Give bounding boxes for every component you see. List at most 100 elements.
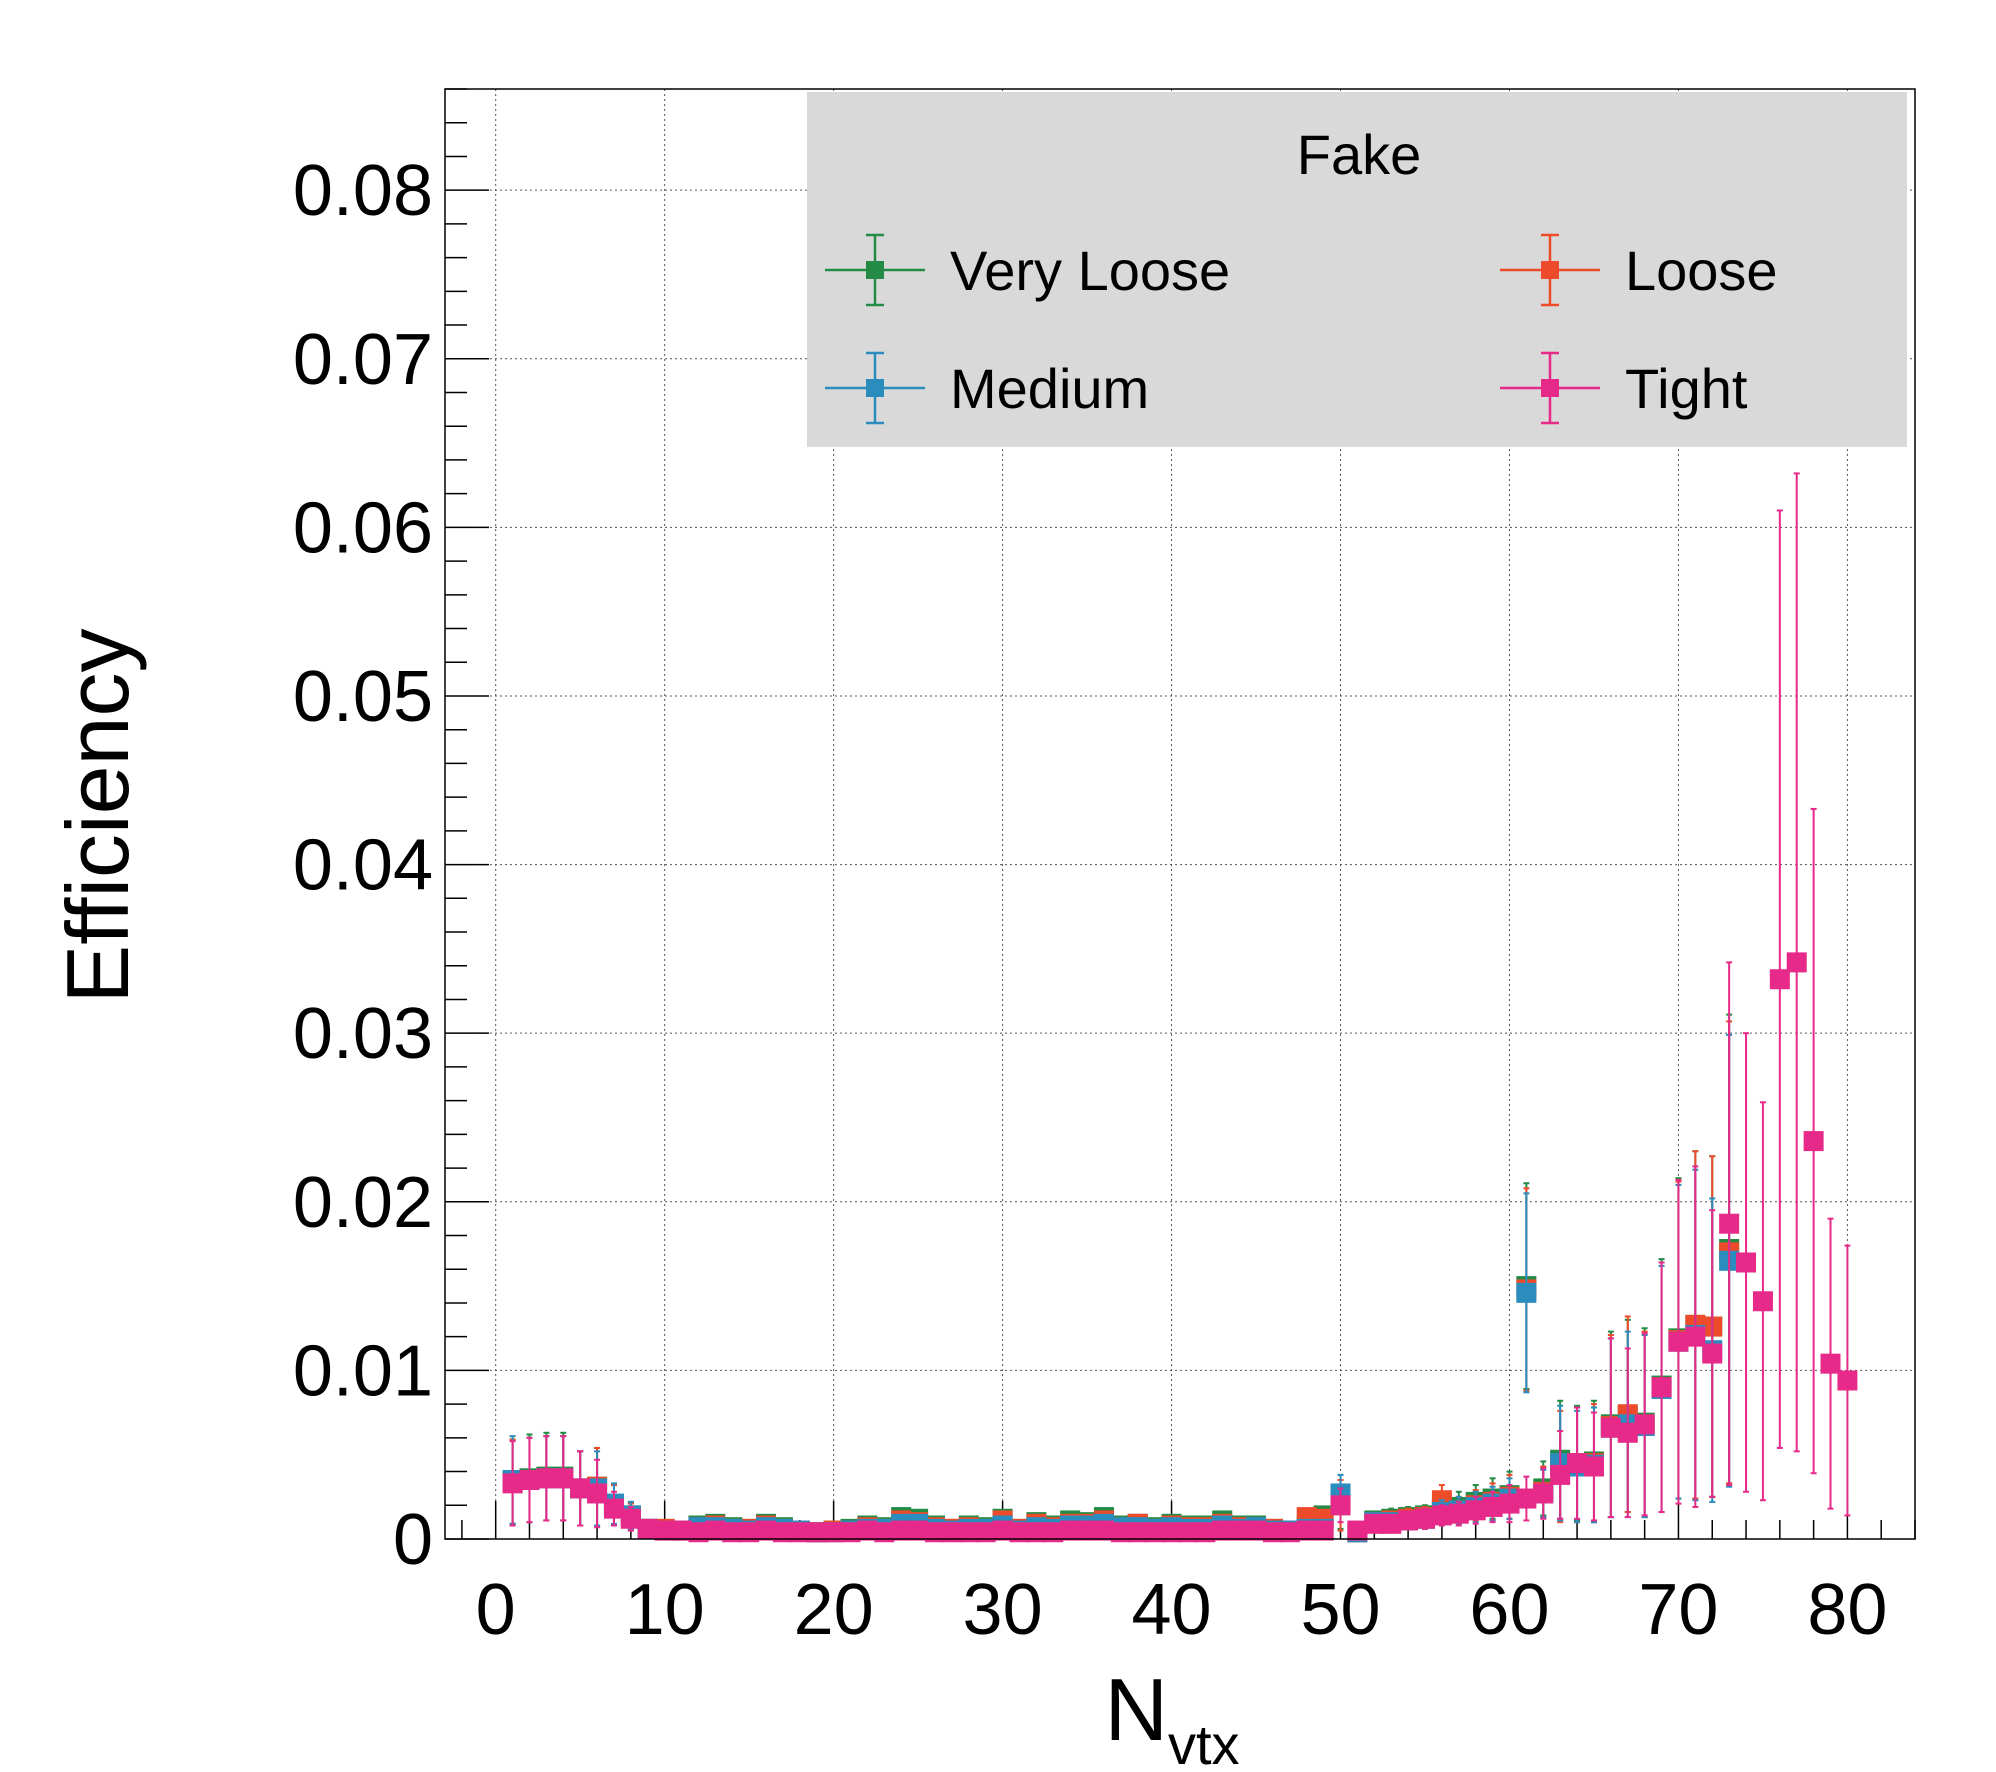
data-point: [1381, 1513, 1402, 1534]
data-point: [637, 1518, 658, 1539]
legend-marker-square: [866, 261, 884, 279]
data-point: [570, 1478, 591, 1499]
legend-label: Loose: [1625, 239, 1778, 302]
data-point: [1229, 1520, 1250, 1541]
legend-box: [807, 92, 1907, 447]
data-point: [1617, 1422, 1638, 1443]
data-point: [1516, 1488, 1537, 1509]
data-point: [891, 1520, 912, 1541]
x-tick-label: 30: [963, 1570, 1043, 1650]
data-point: [1347, 1520, 1368, 1541]
data-point: [603, 1498, 624, 1519]
data-point: [688, 1522, 709, 1543]
legend-marker-square: [866, 379, 884, 397]
data-point: [1651, 1377, 1672, 1398]
data-point: [502, 1473, 523, 1494]
x-tick-label: 50: [1300, 1570, 1380, 1650]
data-point: [1296, 1520, 1317, 1541]
data-point: [1077, 1520, 1098, 1541]
data-point: [1516, 1282, 1537, 1303]
data-point: [958, 1522, 979, 1543]
data-point: [1212, 1520, 1233, 1541]
data-point: [1093, 1520, 1114, 1541]
data-point: [654, 1520, 675, 1541]
tick-labels: 0 10 20 30 40 50 60 70 80 0 0.01 0.02 0.03 0.04 0.05 0.…: [293, 151, 1888, 1650]
data-point: [722, 1522, 743, 1543]
data-point: [1110, 1522, 1131, 1543]
data-point: [1043, 1522, 1064, 1543]
data-point: [1736, 1252, 1757, 1273]
data-point: [857, 1520, 878, 1541]
data-point: [620, 1508, 641, 1529]
y-tick-label: 0.03: [293, 994, 433, 1074]
data-point: [1820, 1353, 1841, 1374]
data-point: [1026, 1522, 1047, 1543]
data-point: [1803, 1131, 1824, 1152]
x-tick-label: 40: [1132, 1570, 1212, 1650]
data-point: [1634, 1414, 1655, 1435]
legend-marker-square: [1541, 261, 1559, 279]
data-point: [1567, 1453, 1588, 1474]
y-axis-title: Efficiency: [48, 629, 147, 1004]
data-point: [1009, 1522, 1030, 1543]
legend-item: Loose: [1500, 233, 1778, 307]
y-tick-label: 0.02: [293, 1163, 433, 1243]
data-point: [806, 1522, 827, 1543]
data-point: [941, 1522, 962, 1543]
data-point: [1499, 1493, 1520, 1514]
data-point: [1786, 952, 1807, 973]
data-point: [1685, 1326, 1706, 1347]
series-tight: [502, 472, 1858, 1543]
data-point: [1550, 1464, 1571, 1485]
data-point: [1262, 1522, 1283, 1543]
plot-frame: [444, 88, 1916, 1540]
data-point: [1465, 1500, 1486, 1521]
data-point: [1533, 1483, 1554, 1504]
data-point: [1668, 1331, 1689, 1352]
x-axis-title-main: N: [1104, 1660, 1168, 1759]
data-point: [1060, 1520, 1081, 1541]
data-point: [553, 1468, 574, 1489]
legend-item: Tight: [1500, 351, 1748, 425]
y-tick-label: 0.04: [293, 826, 433, 906]
data-point: [739, 1522, 760, 1543]
data-point: [1364, 1513, 1385, 1534]
data-point: [1279, 1522, 1300, 1543]
data-point: [1431, 1505, 1452, 1526]
data-point: [840, 1522, 861, 1543]
x-tick-label: 60: [1469, 1570, 1549, 1650]
x-tick-label: 10: [625, 1570, 705, 1650]
data-point: [925, 1522, 945, 1543]
legend-title: Fake: [1297, 123, 1422, 186]
data-point: [519, 1469, 540, 1490]
data-point: [1752, 1291, 1773, 1312]
y-tick-label: 0.08: [293, 151, 433, 231]
data-point: [823, 1522, 844, 1543]
data-point: [975, 1522, 996, 1543]
data-point: [1448, 1503, 1469, 1524]
data-point: [536, 1468, 557, 1489]
series-layer: [502, 472, 1858, 1543]
data-point: [1702, 1343, 1723, 1364]
data-point: [1144, 1522, 1165, 1543]
data-point: [1127, 1522, 1148, 1543]
data-point: [874, 1522, 895, 1543]
data-point: [587, 1483, 608, 1504]
x-tick-label: 0: [476, 1570, 516, 1650]
x-tick-label: 80: [1807, 1570, 1887, 1650]
data-point: [1398, 1510, 1419, 1531]
data-point: [1769, 969, 1790, 990]
y-tick-label: 0.05: [293, 657, 433, 737]
y-tick-label: 0: [393, 1500, 433, 1580]
x-tick-label: 70: [1638, 1570, 1718, 1650]
data-point: [1600, 1417, 1621, 1438]
x-axis-title-subscript: vtx: [1168, 1713, 1240, 1772]
y-tick-label: 0.01: [293, 1331, 433, 1411]
y-tick-label: 0.07: [293, 320, 433, 400]
data-point: [1415, 1508, 1435, 1529]
data-point: [756, 1520, 777, 1541]
y-tick-label: 0.06: [293, 488, 433, 568]
legend-item: Medium: [825, 351, 1149, 425]
data-point: [1583, 1456, 1604, 1477]
legend-item: Very Loose: [825, 233, 1230, 307]
